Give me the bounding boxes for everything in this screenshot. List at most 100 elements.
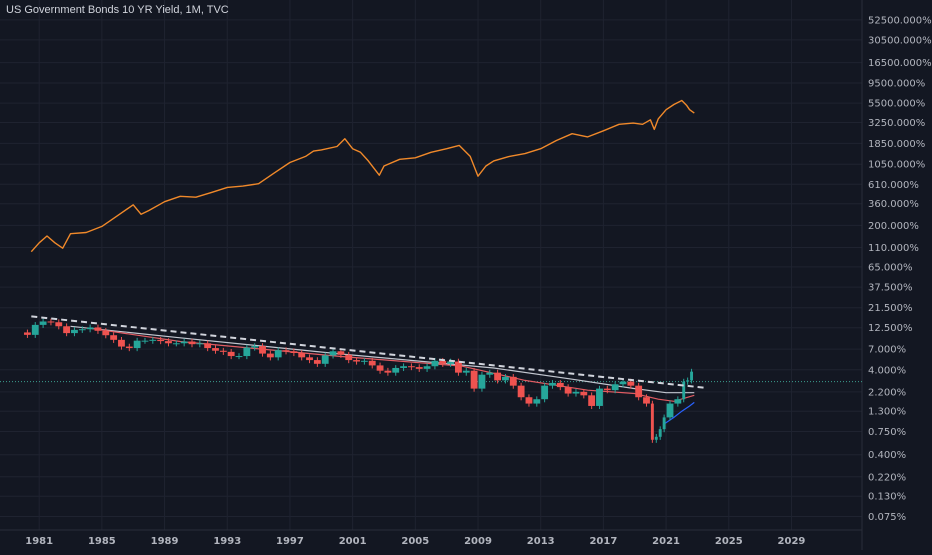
candle-body — [478, 374, 486, 389]
candle-body — [31, 324, 39, 335]
candle-body — [533, 399, 541, 404]
candle-body — [157, 339, 165, 342]
candle-body — [455, 361, 462, 373]
candle-body — [635, 385, 643, 398]
candle-body — [188, 341, 196, 345]
candle-body — [596, 388, 603, 406]
candle-body — [392, 367, 400, 373]
candle-body — [674, 399, 682, 404]
y-axis: 52500.000% 30500.000% 16500.000% 9500.000% 5… — [868, 15, 932, 523]
candle-body — [282, 350, 290, 352]
candle-body — [71, 329, 78, 334]
candle-body — [165, 341, 172, 344]
candle-body — [345, 354, 353, 361]
y-tick-label: 5500.000% — [868, 99, 925, 110]
candle-body — [353, 360, 360, 362]
y-tick-label: 610.000% — [868, 180, 919, 191]
x-tick-label: 2001 — [339, 536, 367, 547]
y-tick-label: 200.000% — [868, 221, 919, 232]
candle-body — [212, 348, 219, 351]
y-tick-label: 1850.000% — [868, 139, 925, 150]
candle-body — [588, 395, 596, 406]
candle-body — [486, 372, 494, 375]
candle-body — [643, 397, 650, 404]
x-tick-label: 2017 — [589, 536, 617, 547]
x-tick-label: 1985 — [88, 536, 116, 547]
y-tick-label: 360.000% — [868, 199, 919, 210]
y-tick-label: 0.220% — [868, 472, 906, 483]
candle-body — [572, 391, 580, 394]
y-tick-label: 4.000% — [868, 365, 906, 376]
x-tick-label: 2021 — [652, 536, 680, 547]
candle-body — [274, 350, 282, 358]
candle-body — [682, 381, 686, 400]
y-tick-label: 1050.000% — [868, 160, 925, 171]
y-tick-label: 52500.000% — [868, 15, 932, 26]
comparison-series-line — [30, 99, 695, 253]
candle-body — [400, 366, 407, 368]
yield-candles — [24, 318, 694, 443]
y-tick-label: 16500.000% — [868, 58, 932, 69]
moving-average-mid — [86, 327, 695, 402]
candle-body — [650, 403, 654, 440]
candle-body — [86, 327, 94, 330]
candle-body — [360, 360, 368, 362]
x-tick-label: 1997 — [276, 536, 304, 547]
candle-body — [78, 329, 86, 331]
candle-body — [290, 351, 298, 353]
candle-body — [321, 355, 329, 364]
candle-body — [384, 370, 392, 373]
candle-body — [470, 370, 478, 389]
candle-body — [368, 360, 376, 366]
candle-body — [102, 330, 110, 336]
candle-body — [235, 356, 243, 358]
candle-body — [549, 382, 556, 386]
candle-body — [94, 327, 102, 331]
x-tick-label: 1981 — [25, 536, 53, 547]
candle-body — [686, 380, 690, 382]
candle-body — [423, 366, 431, 369]
y-tick-label: 12.500% — [868, 323, 913, 334]
x-tick-label: 1993 — [213, 536, 241, 547]
candle-body — [447, 361, 455, 364]
candle-body — [627, 381, 635, 386]
y-tick-label: 30500.000% — [868, 35, 932, 46]
candle-body — [502, 376, 509, 381]
candle-body — [204, 343, 212, 349]
candle-body — [313, 360, 321, 364]
y-tick-label: 0.400% — [868, 450, 906, 461]
x-tick-label: 2005 — [401, 536, 429, 547]
candle-body — [415, 367, 423, 369]
candle-body — [306, 357, 313, 361]
candle-body — [227, 351, 235, 357]
candle-body — [611, 384, 619, 391]
candle-body — [666, 403, 674, 418]
y-tick-label: 21.500% — [868, 303, 913, 314]
candle-body — [118, 339, 125, 347]
x-tick-label: 2025 — [715, 536, 743, 547]
y-tick-label: 110.000% — [868, 243, 919, 254]
candle-body — [517, 385, 525, 398]
dashed-trendline — [31, 315, 706, 389]
candle-body — [407, 366, 415, 368]
y-tick-label: 3250.000% — [868, 118, 925, 129]
y-tick-label: 37.500% — [868, 283, 913, 294]
candle-body — [329, 351, 337, 356]
candle-body — [603, 388, 611, 391]
candle-body — [141, 340, 149, 342]
candle-body — [556, 382, 564, 388]
candle-body — [196, 343, 204, 345]
y-tick-label: 7.000% — [868, 345, 906, 356]
candle-body — [110, 335, 118, 340]
candle-body — [180, 341, 188, 344]
x-tick-label: 1989 — [151, 536, 179, 547]
candle-body — [541, 385, 549, 400]
candle-body — [525, 397, 533, 404]
candle-body — [376, 365, 384, 371]
x-tick-label: 2029 — [778, 536, 806, 547]
x-axis: 1981 1985 1989 1993 1997 2001 2005 2009 2013 2017… — [25, 536, 805, 547]
candle-body — [47, 321, 55, 323]
